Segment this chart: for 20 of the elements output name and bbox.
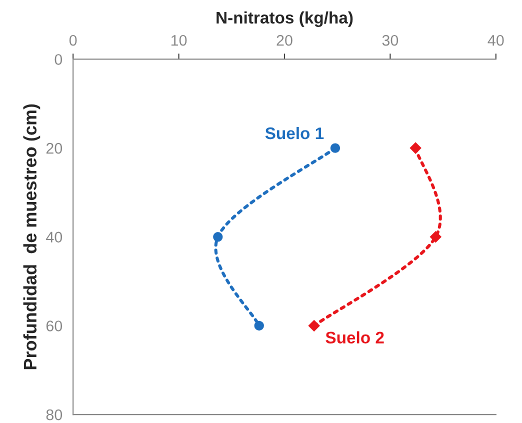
x-tick-label: 0: [69, 34, 77, 46]
y-tick-label: 60: [46, 320, 62, 332]
series-label: Suelo 1: [265, 126, 324, 140]
point: [213, 232, 223, 242]
x-tick-label: 10: [171, 34, 187, 46]
point: [254, 320, 264, 331]
point: [410, 142, 422, 154]
series-label: Suelo 2: [326, 331, 384, 344]
y-tick-label: 80: [46, 409, 62, 420]
x-tick-label: 20: [276, 34, 292, 46]
x-tick-label: 40: [488, 34, 504, 46]
x-tick-label: 30: [382, 34, 398, 46]
y-tick-label: 20: [46, 142, 62, 154]
x-axis-title: N-nitratos (kg/ha): [216, 11, 353, 27]
point: [308, 320, 320, 332]
point: [330, 143, 340, 153]
point: [430, 231, 442, 242]
y-tick-label: 0: [54, 54, 62, 65]
y-tick-label: 40: [46, 232, 62, 243]
y-axis-title: Profundidad de muestreo (cm): [23, 104, 40, 370]
